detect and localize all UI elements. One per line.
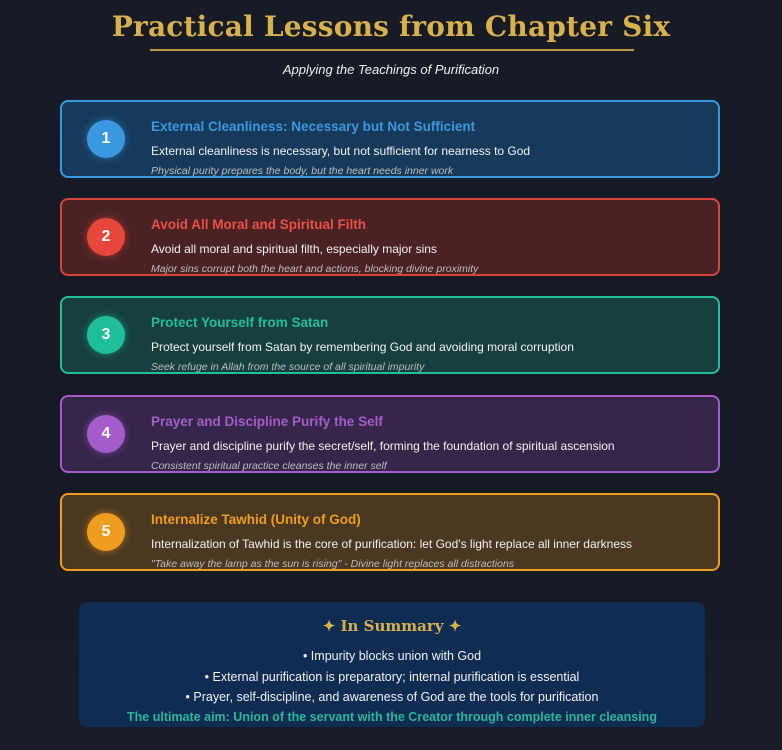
lesson-card-2: 2 Avoid All Moral and Spiritual Filth Av…	[60, 198, 720, 276]
summary-point: • Prayer, self-discipline, and awareness…	[185, 690, 599, 704]
summary-point: • Impurity blocks union with God	[302, 649, 482, 663]
lesson-number-badge: 2	[87, 218, 125, 256]
lesson-title: Avoid All Moral and Spiritual Filth	[151, 217, 367, 232]
summary-panel: ✦ In Summary ✦ • Impurity blocks union w…	[79, 602, 705, 727]
lesson-note: Seek refuge in Allah from the source of …	[151, 361, 425, 373]
lesson-number-badge: 3	[87, 316, 125, 354]
lesson-note: "Take away the lamp as the sun is rising…	[151, 558, 515, 570]
page-title: Practical Lessons from Chapter Six	[111, 10, 671, 43]
lesson-text: Internalization of Tawhid is the core of…	[151, 537, 632, 551]
lesson-text: External cleanliness is necessary, but n…	[151, 144, 531, 158]
lesson-title: Protect Yourself from Satan	[151, 315, 329, 330]
lesson-text: Avoid all moral and spiritual filth, esp…	[151, 242, 437, 256]
lesson-title: External Cleanliness: Necessary but Not …	[151, 119, 476, 134]
lesson-title: Internalize Tawhid (Unity of God)	[151, 512, 361, 527]
lesson-card-5: 5 Internalize Tawhid (Unity of God) Inte…	[60, 493, 720, 571]
lesson-number-badge: 1	[87, 120, 125, 158]
summary-point: • External purification is preparatory; …	[204, 670, 580, 684]
summary-title: ✦ In Summary ✦	[322, 617, 462, 635]
summary-aim: The ultimate aim: Union of the servant w…	[127, 710, 657, 724]
lesson-note: Major sins corrupt both the heart and ac…	[151, 263, 479, 275]
lesson-card-3: 3 Protect Yourself from Satan Protect yo…	[60, 296, 720, 374]
lesson-number-badge: 4	[87, 415, 125, 453]
lesson-title: Prayer and Discipline Purify the Self	[151, 414, 383, 429]
lesson-note: Consistent spiritual practice cleanses t…	[151, 460, 387, 472]
lesson-card-1: 1 External Cleanliness: Necessary but No…	[60, 100, 720, 178]
title-underline	[150, 49, 634, 51]
lesson-note: Physical purity prepares the body, but t…	[151, 165, 454, 177]
lesson-text: Protect yourself from Satan by rememberi…	[151, 340, 574, 354]
lesson-number-badge: 5	[87, 513, 125, 551]
lesson-text: Prayer and discipline purify the secret/…	[151, 439, 615, 453]
page-subtitle: Applying the Teachings of Purification	[282, 62, 500, 77]
lesson-card-4: 4 Prayer and Discipline Purify the Self …	[60, 395, 720, 473]
